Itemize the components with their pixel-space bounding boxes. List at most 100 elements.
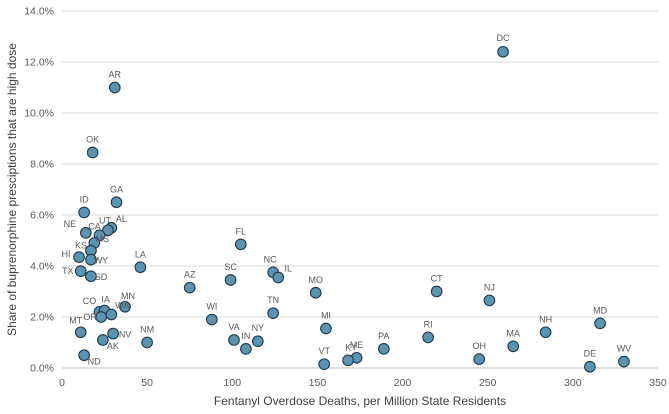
point-label-pa: PA [378,331,389,341]
point-az [183,281,196,294]
x-tick-label: 0 [59,377,65,389]
point-nj [483,294,496,307]
point-label-ms: MS [96,234,110,244]
y-axis-ticks: 0.0% 2.0% 4.0% 6.0% 8.0% 10.0% 12.0% 14.0% [24,6,54,375]
point-in [240,343,252,355]
point-md [594,317,606,330]
point-id [78,206,90,219]
point-tx [74,265,87,277]
point-nv [107,327,119,340]
point-wv [618,355,630,368]
point-vt [318,358,331,371]
point-label-ar: AR [109,70,122,80]
point-oh [473,353,486,365]
y-axis-title: Share of buprenorphine presciptions that… [5,43,19,336]
point-sd [85,270,97,283]
point-label-va: VA [228,322,239,332]
point-label-ga: GA [110,184,123,194]
point-dc [497,45,509,58]
point-ri [422,331,434,344]
point-fl [234,238,247,251]
x-tick-label: 200 [394,377,412,389]
x-tick-label: 100 [224,377,242,389]
y-tick-label: 0.0% [30,363,54,375]
point-label-mn: MN [121,291,135,301]
point-label-wv: WV [617,344,632,354]
point-label-de: DE [584,349,597,359]
point-label-ma: MA [507,328,521,338]
y-tick-label: 2.0% [30,312,54,324]
point-label-or: OR [83,312,97,322]
point-label-mo: MO [308,275,323,285]
point-ny [251,335,264,348]
point-label-ks: KS [75,241,87,251]
point-pa [377,343,390,355]
point-ut [102,224,114,237]
point-mi [320,322,332,335]
x-tick-label: 50 [141,377,153,389]
y-tick-label: 14.0% [24,6,54,18]
x-axis-title: Fentanyl Overdose Deaths, per Million St… [214,394,506,408]
x-tick-label: 350 [649,377,667,389]
point-mn [119,300,131,313]
point-label-dc: DC [497,33,510,43]
point-de [584,360,596,373]
point-label-ny: NY [252,323,265,333]
point-hi [73,251,85,263]
point-mt [74,326,87,339]
point-label-nc: NC [264,254,277,264]
x-tick-label: 250 [479,377,497,389]
point-label-ne: NE [64,219,77,229]
data-points [73,45,630,373]
point-ga [110,196,123,209]
point-label-oh: OH [472,341,486,351]
point-wa [105,308,118,321]
point-label-nh: NH [539,314,552,324]
point-ne [79,227,92,239]
point-label-az: AZ [184,270,196,280]
data-point-labels: DC AR OK GA ID AL UT NE CA MS FL KS HI WY LA TX NC IL SD SC… [62,33,632,366]
point-label-ut: UT [99,215,111,225]
x-axis-ticks: 0 50 100 150 200 250 300 350 [59,377,667,389]
point-label-ky: KY [345,342,357,352]
point-nh [539,326,552,339]
point-label-wa: WA [115,300,129,310]
point-label-mi: MI [321,310,331,320]
y-tick-label: 4.0% [30,261,54,273]
point-label-ak: AK [107,341,119,351]
point-ar [108,81,121,94]
point-label-nd: ND [88,356,101,366]
point-ma [507,340,520,353]
point-label-me: ME [350,340,364,350]
point-label-sc: SC [224,262,237,272]
point-label-tn: TN [267,295,279,305]
point-label-vt: VT [318,346,330,356]
point-label-fl: FL [236,226,247,236]
point-label-ri: RI [424,319,433,329]
point-tn [267,307,280,320]
point-va [228,334,240,346]
point-label-ct: CT [431,274,443,284]
point-label-in: IN [241,331,250,341]
x-tick-label: 150 [309,377,327,389]
point-la [134,261,147,274]
point-label-co: CO [83,296,97,306]
point-label-tx: TX [62,266,74,276]
y-tick-label: 8.0% [30,159,54,171]
point-mo [309,286,322,299]
point-ok [86,146,99,159]
point-label-mt: MT [69,315,82,325]
point-or [95,311,108,323]
point-label-hi: HI [62,249,71,259]
point-ct [430,285,443,298]
point-label-wy: WY [94,256,109,266]
y-tick-label: 12.0% [24,57,54,69]
point-label-il: IL [285,263,293,273]
point-label-ok: OK [86,135,99,145]
point-ky [342,354,354,367]
y-tick-label: 6.0% [30,210,54,222]
point-label-wi: WI [206,302,217,312]
point-label-al: AL [116,214,127,224]
point-nd [78,349,90,362]
